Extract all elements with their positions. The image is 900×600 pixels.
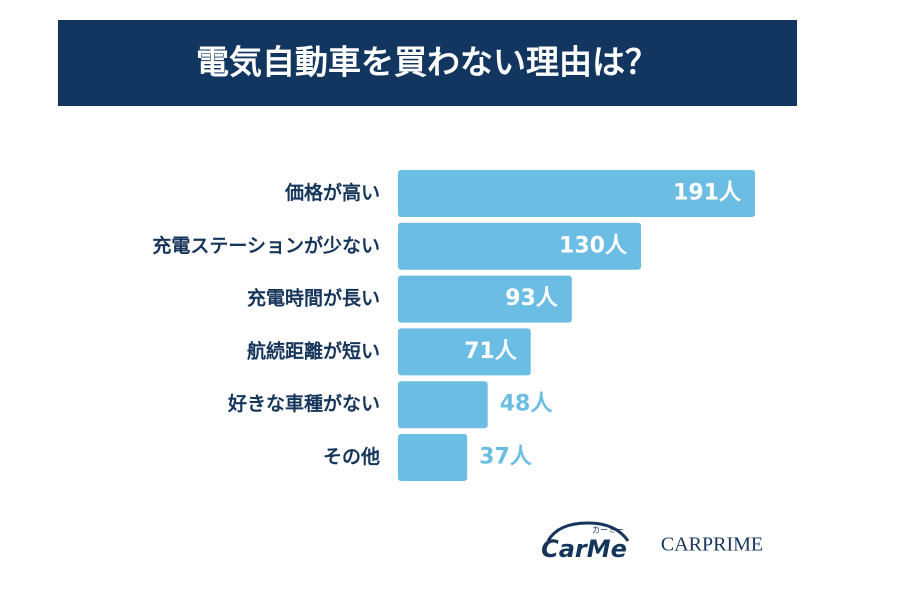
category-label: 航続距離が短い <box>247 339 380 362</box>
value-label: 37人 <box>479 445 532 470</box>
bar <box>398 222 641 270</box>
category-label: 好きな車種がない <box>227 392 380 415</box>
logo-arc <box>546 521 630 542</box>
logo-sub: カーミー <box>592 526 624 535</box>
bar <box>398 328 531 376</box>
bar <box>398 381 488 429</box>
value-label: 48人 <box>500 392 553 417</box>
logo-carprime: CARPRIME <box>661 534 763 556</box>
bar <box>398 170 755 217</box>
category-label: 充電時間が長い <box>247 287 380 310</box>
value-label: 130人 <box>559 233 627 258</box>
logo-carme: CarMe <box>541 535 627 563</box>
value-label: 191人 <box>673 181 741 206</box>
value-label: 93人 <box>505 286 558 311</box>
chart-title: 電気自動車を買わない理由は？ <box>196 43 658 82</box>
category-label: その他 <box>323 445 380 468</box>
category-label: 価格が高い <box>284 181 380 204</box>
bar <box>398 434 468 481</box>
title-banner <box>58 20 797 106</box>
bar <box>398 275 572 323</box>
value-label: 71人 <box>464 339 517 364</box>
category-label: 充電ステーションが少ない <box>152 234 380 257</box>
